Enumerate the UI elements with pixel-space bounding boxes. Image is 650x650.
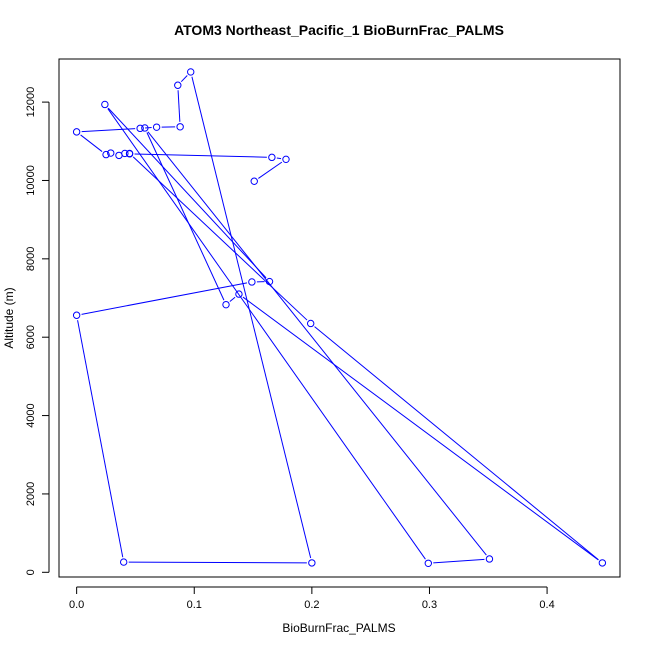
data-point: [107, 149, 115, 157]
data-point: [141, 124, 149, 132]
plot-area: [58, 58, 621, 578]
data-point: [485, 555, 494, 563]
data-point: [174, 81, 182, 89]
data-point: [152, 123, 161, 131]
y-tick-label: 8000: [25, 247, 37, 271]
series-segment: [128, 561, 307, 564]
y-tick-label: 10000: [25, 165, 37, 196]
data-point: [306, 319, 315, 328]
x-axis: 0.0 0.1 0.2 0.3 0.4: [69, 586, 555, 611]
data-point: [72, 311, 81, 319]
y-tick-label: 6000: [25, 325, 37, 349]
data-point: [136, 124, 144, 133]
series-segment: [177, 90, 181, 122]
series-lines: [77, 75, 599, 564]
data-point: [72, 128, 81, 136]
data-point: [282, 155, 290, 164]
data-point: [102, 150, 110, 159]
series-segment: [180, 75, 188, 83]
plot-frame: [58, 58, 621, 578]
data-point: [248, 278, 256, 286]
data-point: [187, 68, 195, 76]
series-segment: [433, 558, 485, 564]
data-point: [424, 559, 432, 567]
x-tick-label: 0.3: [422, 599, 437, 611]
y-tick-label: 4000: [25, 403, 37, 427]
y-tick-label: 2000: [25, 482, 37, 506]
series-segment: [146, 132, 225, 301]
series-segment: [276, 157, 282, 160]
data-point: [265, 277, 274, 286]
series-segment: [314, 326, 599, 561]
data-point: [101, 100, 109, 109]
y-tick-label: 0: [25, 569, 37, 575]
x-tick-label: 0.4: [539, 599, 554, 611]
series-points: [72, 68, 607, 567]
data-point: [235, 290, 243, 298]
data-point: [119, 558, 128, 566]
series-segment: [258, 161, 283, 179]
series-segment: [77, 320, 124, 558]
series-segment: [107, 107, 267, 279]
data-point: [308, 559, 316, 567]
y-axis: 0 2000 4000 6000 8000 10000 12000: [25, 87, 50, 575]
series-segment: [242, 296, 599, 561]
series-segment: [132, 156, 308, 321]
series-segment: [80, 134, 103, 152]
series-segment: [107, 108, 426, 560]
data-point: [176, 123, 184, 131]
y-tick-label: 12000: [25, 87, 37, 118]
x-tick-label: 0.0: [69, 599, 84, 611]
data-point: [115, 151, 123, 160]
x-axis-label: BioBurnFrac_PALMS: [282, 621, 395, 635]
y-axis-label: Altitude (m): [2, 287, 16, 348]
x-tick-label: 0.1: [187, 599, 202, 611]
series-segment: [81, 128, 136, 133]
data-point: [598, 559, 607, 567]
data-point: [222, 300, 230, 309]
data-point: [268, 153, 276, 162]
series-segment: [147, 131, 487, 556]
data-point: [250, 177, 258, 185]
series-segment: [229, 296, 236, 302]
x-tick-label: 0.2: [304, 599, 319, 611]
series-segment: [191, 76, 312, 559]
chart-title: ATOM3 Northeast_Pacific_1 BioBurnFrac_PA…: [174, 22, 504, 38]
data-point: [125, 149, 134, 158]
series-segment: [81, 282, 248, 315]
